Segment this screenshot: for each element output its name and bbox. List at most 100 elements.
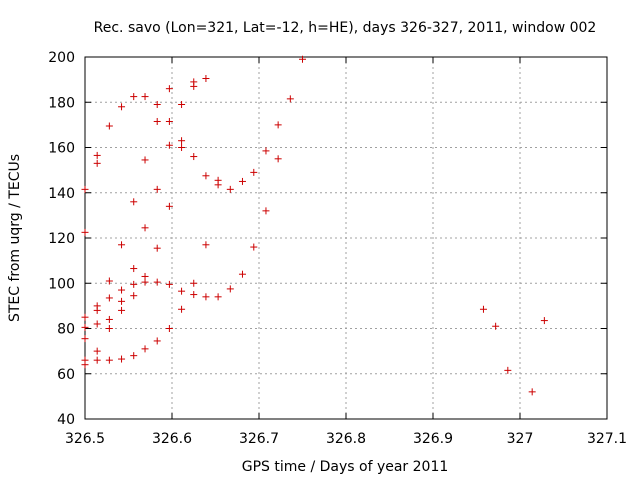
y-tick-label: 120	[48, 231, 75, 247]
data-point	[105, 315, 113, 323]
data-point	[153, 117, 161, 125]
data-point	[190, 153, 198, 161]
data-point	[105, 356, 113, 364]
data-point	[178, 101, 186, 109]
data-point	[504, 366, 512, 374]
data-point	[238, 270, 246, 278]
data-point	[214, 293, 222, 301]
y-tick-label: 100	[48, 276, 75, 292]
data-point	[250, 168, 258, 176]
y-axis-ticks: 40 60 80 100 120 140 160 180 200	[48, 50, 607, 428]
data-point	[165, 280, 173, 288]
data-point	[105, 122, 113, 130]
data-point	[286, 95, 294, 103]
data-point	[153, 278, 161, 286]
data-point	[226, 285, 234, 293]
data-point	[238, 177, 246, 185]
data-point	[178, 144, 186, 151]
y-tick-label: 140	[48, 186, 75, 202]
y-axis-title: STEC from uqrg / TECUs	[7, 154, 23, 322]
data-point	[118, 103, 126, 111]
data-point	[540, 317, 548, 325]
data-point	[165, 85, 173, 93]
data-point	[93, 159, 101, 167]
data-points	[81, 55, 548, 396]
data-point	[202, 293, 210, 301]
data-point	[528, 388, 536, 396]
data-point	[178, 305, 186, 313]
data-point	[274, 121, 282, 129]
data-point	[81, 361, 89, 369]
y-tick-label: 180	[48, 95, 75, 111]
y-tick-label: 80	[57, 322, 75, 338]
data-point	[262, 207, 270, 215]
y-tick-label: 200	[48, 50, 75, 66]
x-tick-label: 326.9	[413, 431, 453, 447]
data-point	[178, 287, 186, 295]
data-point	[93, 356, 101, 364]
data-point	[141, 156, 149, 164]
data-point	[202, 241, 210, 249]
data-point	[118, 241, 126, 249]
data-point	[153, 337, 161, 345]
data-point	[93, 306, 101, 314]
data-point	[93, 320, 101, 328]
data-point	[141, 278, 149, 286]
x-axis-ticks: 326.5 326.6 326.7 326.8 326.9 327 327.1	[65, 57, 627, 447]
data-point	[141, 345, 149, 353]
data-point	[93, 151, 101, 159]
data-point	[479, 305, 487, 313]
x-tick-label: 326.5	[65, 431, 105, 447]
data-point	[130, 265, 138, 273]
data-point	[202, 74, 210, 82]
data-point	[299, 55, 306, 63]
data-point	[226, 185, 234, 193]
data-point	[118, 297, 126, 305]
data-point	[262, 147, 270, 155]
grid-lines	[85, 57, 607, 419]
data-point	[93, 347, 101, 355]
data-point	[81, 185, 89, 193]
x-tick-label: 327.1	[587, 431, 627, 447]
data-point	[118, 355, 126, 363]
data-point	[130, 280, 138, 288]
chart-title: Rec. savo (Lon=321, Lat=-12, h=HE), days…	[94, 20, 597, 36]
data-point	[105, 294, 113, 302]
data-point	[118, 286, 126, 294]
y-tick-label: 160	[48, 141, 75, 157]
data-point	[274, 155, 282, 163]
data-point	[81, 323, 89, 331]
x-axis-title: GPS time / Days of year 2011	[242, 459, 449, 475]
data-point	[165, 117, 173, 125]
data-point	[81, 228, 89, 236]
data-point	[250, 243, 258, 251]
data-point	[81, 335, 89, 343]
x-tick-label: 326.7	[239, 431, 279, 447]
x-tick-label: 326.6	[152, 431, 192, 447]
data-point	[153, 185, 161, 193]
y-tick-label: 60	[57, 367, 75, 383]
data-point	[214, 181, 222, 189]
data-point	[141, 93, 149, 101]
data-point	[130, 352, 138, 360]
data-point	[165, 202, 173, 210]
data-point	[178, 137, 186, 145]
data-point	[105, 277, 113, 285]
data-point	[130, 93, 138, 101]
data-point	[130, 198, 138, 206]
data-point	[190, 82, 198, 90]
data-point	[81, 313, 89, 321]
data-point	[105, 325, 113, 332]
data-point	[492, 322, 500, 330]
y-tick-label: 40	[57, 412, 75, 428]
data-point	[153, 101, 161, 109]
data-point	[118, 306, 126, 314]
x-tick-label: 327	[507, 431, 534, 447]
data-point	[190, 291, 198, 299]
x-tick-label: 326.8	[326, 431, 366, 447]
data-point	[165, 325, 173, 332]
data-point	[153, 244, 161, 252]
data-point	[141, 224, 149, 232]
data-point	[165, 141, 173, 149]
